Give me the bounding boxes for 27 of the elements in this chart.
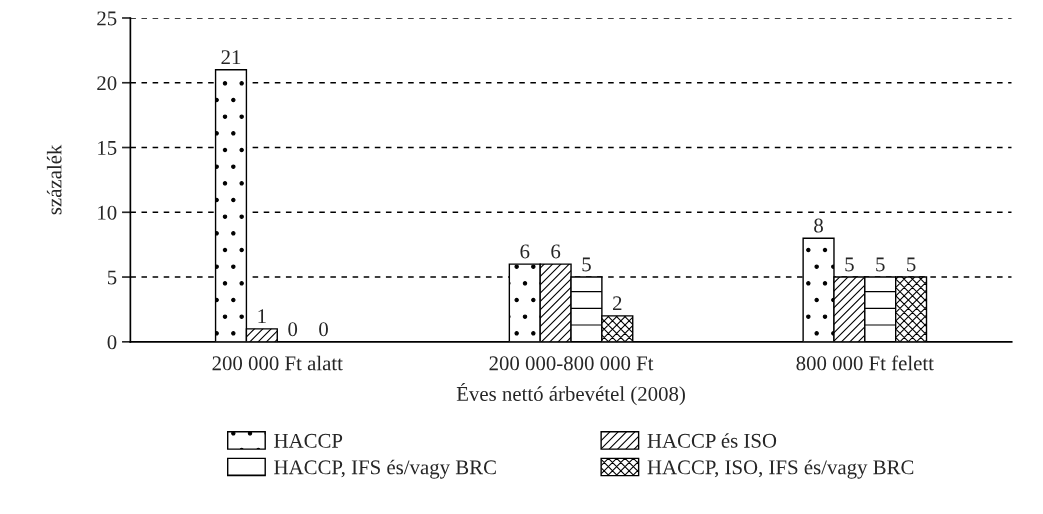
x-tick-label: 200 000-800 000 Ft [489,356,654,371]
data-label: 5 [876,257,885,272]
y-tick-label: 5 [107,270,117,285]
data-label: 8 [814,218,823,233]
y-axis-title: százalék [46,144,62,215]
data-label: 2 [613,296,622,311]
data-label: 1 [258,309,266,324]
y-tick-label: 15 [98,140,117,155]
x-axis-title: Éves nettó árbevétel (2008) [456,382,685,406]
data-label: 5 [582,257,591,272]
y-tick-label: 10 [98,205,117,220]
data-label: 6 [520,244,530,259]
data-label: 5 [907,257,916,272]
data-label: 5 [845,257,854,272]
y-tick-label: 25 [97,11,117,26]
y-tick-label: 20 [97,76,117,91]
data-label: 21 [221,50,241,64]
legend-label: HACCP, IFS és/vagy BRC [274,459,496,479]
x-tick-label: 800 000 Ft felett [796,355,934,371]
data-label: 6 [551,244,561,259]
legend-label: HACCP, ISO, IFS és/vagy BRC [647,459,914,479]
x-tick-label: 200 000 Ft alatt [212,355,343,371]
data-label: 0 [288,322,298,337]
y-tick-label: 0 [107,335,117,350]
legend-label: HACCP és ISO [647,433,777,448]
legend-label: HACCP [274,433,343,448]
data-label: 0 [319,322,328,337]
